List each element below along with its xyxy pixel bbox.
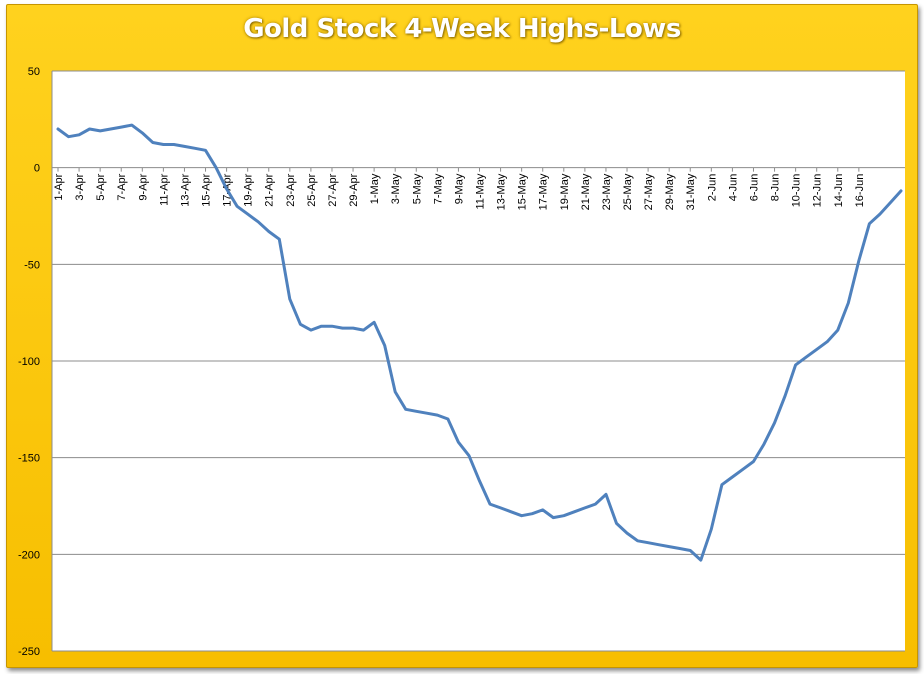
x-tick-label: 5-Apr (95, 173, 107, 200)
x-tick-label: 3-May (390, 173, 402, 204)
x-tick-label: 16-Jun (854, 174, 866, 208)
x-tick-label: 6-Jun (748, 174, 760, 202)
y-tick-label: -150 (18, 453, 40, 465)
x-tick-label: 7-Apr (116, 173, 128, 200)
x-tick-label: 3-Apr (74, 173, 86, 200)
x-tick-label: 5-May (411, 173, 423, 204)
x-tick-label: 14-Jun (833, 174, 845, 208)
x-tick-label: 31-May (685, 173, 697, 210)
x-tick-label: 1-May (369, 173, 381, 204)
y-tick-label: -100 (18, 356, 40, 368)
x-tick-label: 23-May (601, 173, 613, 210)
y-tick-label: -200 (18, 549, 40, 561)
y-tick-label: -50 (24, 259, 40, 271)
x-tick-label: 15-May (517, 173, 529, 210)
series-line (56, 123, 903, 562)
x-tick-label: 2-Jun (706, 174, 718, 202)
x-tick-label: 4-Jun (727, 174, 739, 202)
x-tick-label: 9-Apr (137, 173, 149, 200)
x-tick-label: 10-Jun (791, 174, 803, 208)
x-tick-label: 21-Apr (264, 173, 276, 206)
x-tick-label: 13-May (496, 173, 508, 210)
x-tick-label: 12-Jun (812, 174, 824, 208)
x-tick-label: 1-Apr (53, 173, 65, 200)
x-tick-label: 19-Apr (243, 173, 255, 206)
x-tick-label: 17-May (538, 173, 550, 210)
x-tick-label: 15-Apr (201, 173, 213, 206)
x-tick-label: 7-May (432, 173, 444, 204)
x-tick-label: 19-May (559, 173, 571, 210)
x-tick-label: 25-Apr (306, 173, 318, 206)
chart-title: Gold Stock 4-Week Highs-Lows (243, 14, 681, 44)
x-tick-label: 27-Apr (327, 173, 339, 206)
y-tick-label: 0 (34, 163, 40, 175)
x-tick-label: 11-Apr (158, 173, 170, 206)
x-tick-label: 9-May (453, 173, 465, 204)
x-tick-label: 25-May (622, 173, 634, 210)
x-tick-label: 29-Apr (348, 173, 360, 206)
x-tick-label: 8-Jun (770, 174, 782, 202)
x-tick-label: 13-Apr (179, 173, 191, 206)
x-tick-label: 23-Apr (285, 173, 297, 206)
x-tick-label: 27-May (643, 173, 655, 210)
x-tick-label: 11-May (475, 173, 487, 209)
x-tick-label: 21-May (580, 173, 592, 210)
x-tick-label: 29-May (664, 173, 676, 210)
y-tick-label: 50 (28, 66, 40, 78)
y-tick-label: -250 (18, 646, 40, 658)
